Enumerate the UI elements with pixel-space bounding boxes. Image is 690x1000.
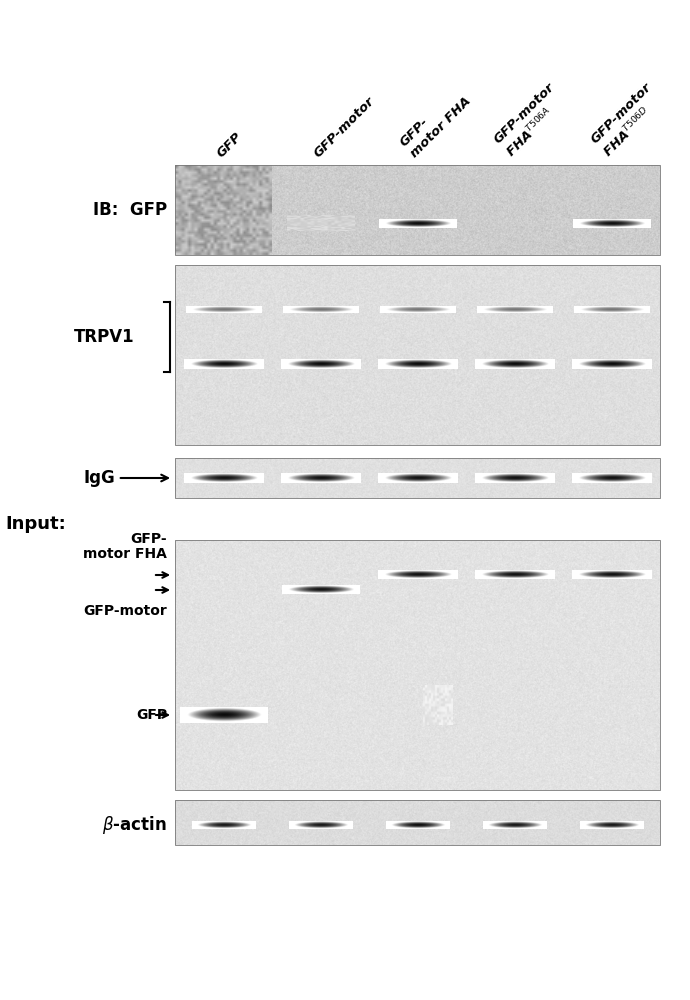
Text: TRPV1: TRPV1 [75, 328, 135, 346]
Bar [175, 458, 660, 498]
Text: GFP: GFP [136, 708, 167, 722]
Text: IB:  GFP: IB: GFP [93, 201, 167, 219]
Text: $\beta$-actin: $\beta$-actin [102, 814, 167, 836]
Text: GFP-motor: GFP-motor [83, 604, 167, 618]
Text: GFP-motor
FHA$^{T506D}$: GFP-motor FHA$^{T506D}$ [589, 81, 668, 160]
Text: Input:: Input: [5, 515, 66, 533]
Text: GFP-
motor FHA: GFP- motor FHA [397, 84, 474, 160]
Bar [175, 540, 660, 790]
Text: GFP-motor
FHA$^{T506A}$: GFP-motor FHA$^{T506A}$ [492, 81, 571, 160]
Text: GFP: GFP [215, 130, 244, 160]
Bar [175, 800, 660, 845]
Text: IgG: IgG [83, 469, 168, 487]
Bar [175, 165, 660, 255]
Text: GFP-
motor FHA: GFP- motor FHA [83, 532, 167, 561]
Text: GFP-motor: GFP-motor [311, 94, 377, 160]
Bar [175, 265, 660, 445]
